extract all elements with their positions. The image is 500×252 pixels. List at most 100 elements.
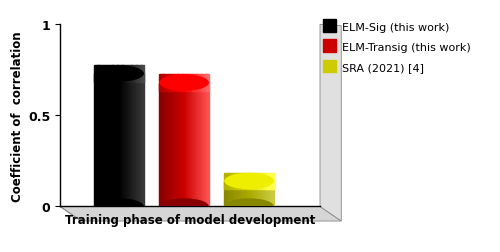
Bar	[206, 75, 208, 91]
Bar	[234, 173, 235, 190]
Bar	[179, 83, 180, 207]
Bar	[262, 173, 264, 190]
Bar	[202, 83, 203, 207]
Bar	[246, 181, 248, 207]
Bar	[129, 74, 130, 207]
Bar	[98, 66, 100, 82]
Bar	[248, 173, 249, 190]
Bar	[119, 66, 120, 82]
Bar	[171, 75, 172, 91]
Bar	[130, 66, 132, 82]
Bar	[240, 173, 241, 190]
Bar	[170, 83, 171, 207]
Bar	[160, 83, 161, 207]
Bar	[139, 74, 140, 207]
Bar	[133, 74, 134, 207]
Bar	[170, 75, 171, 91]
Bar	[133, 66, 134, 82]
Bar	[164, 75, 165, 91]
Bar	[100, 66, 101, 82]
Bar	[111, 74, 112, 207]
Bar	[246, 173, 248, 190]
Ellipse shape	[224, 199, 274, 215]
Bar	[268, 181, 269, 207]
Bar	[196, 83, 198, 207]
Bar	[108, 74, 110, 207]
Bar	[194, 83, 195, 207]
Bar	[162, 75, 164, 91]
Bar	[255, 181, 256, 207]
Bar	[273, 173, 274, 190]
Bar	[116, 74, 117, 207]
Bar	[190, 83, 191, 207]
Bar	[116, 66, 117, 82]
Bar	[164, 83, 165, 207]
Bar	[179, 75, 180, 91]
Bar	[236, 181, 237, 207]
Bar	[180, 83, 181, 207]
Bar	[123, 66, 124, 82]
Bar	[104, 74, 105, 207]
Bar	[169, 83, 170, 207]
Bar	[190, 75, 191, 91]
Bar	[224, 181, 225, 207]
Bar	[124, 74, 125, 207]
Bar	[249, 181, 250, 207]
Bar	[95, 74, 96, 207]
Bar	[122, 74, 124, 207]
Bar	[130, 66, 131, 82]
Bar	[174, 83, 175, 207]
Bar	[204, 83, 205, 207]
Bar	[264, 173, 265, 190]
Bar	[195, 75, 196, 91]
Bar	[256, 173, 258, 190]
Bar	[169, 75, 170, 91]
Bar	[260, 173, 262, 190]
Bar	[258, 173, 259, 190]
Bar	[195, 83, 196, 207]
Bar	[176, 83, 177, 207]
Bar	[268, 173, 269, 190]
Bar	[172, 83, 174, 207]
Bar	[205, 75, 206, 91]
Bar	[108, 66, 110, 82]
Bar	[203, 75, 204, 91]
Bar	[234, 181, 235, 207]
Bar	[182, 83, 184, 207]
Bar	[166, 83, 168, 207]
Bar	[99, 74, 100, 207]
Bar	[265, 181, 266, 207]
Bar	[254, 173, 255, 190]
Bar	[254, 181, 255, 207]
Bar	[241, 181, 242, 207]
Bar	[263, 181, 264, 207]
Bar	[262, 181, 264, 207]
Bar	[194, 75, 195, 91]
Bar	[120, 66, 121, 82]
Bar	[193, 83, 194, 207]
Bar	[230, 173, 231, 190]
Bar	[204, 75, 205, 91]
Bar	[229, 173, 230, 190]
Bar	[198, 75, 199, 91]
Bar	[115, 74, 116, 207]
Bar	[181, 75, 182, 91]
Bar	[102, 66, 104, 82]
Bar	[232, 173, 234, 190]
Bar	[99, 66, 100, 82]
Bar	[165, 75, 166, 91]
Bar	[226, 173, 227, 190]
Bar	[142, 74, 143, 207]
Bar	[186, 75, 188, 91]
Bar	[115, 66, 116, 82]
Ellipse shape	[94, 66, 144, 82]
Bar	[264, 181, 265, 207]
Bar	[240, 181, 241, 207]
Bar	[180, 75, 181, 91]
Bar	[228, 181, 230, 207]
Bar	[162, 83, 164, 207]
Bar	[190, 75, 192, 91]
Bar	[134, 74, 135, 207]
Bar	[203, 83, 204, 207]
Bar	[189, 75, 190, 91]
